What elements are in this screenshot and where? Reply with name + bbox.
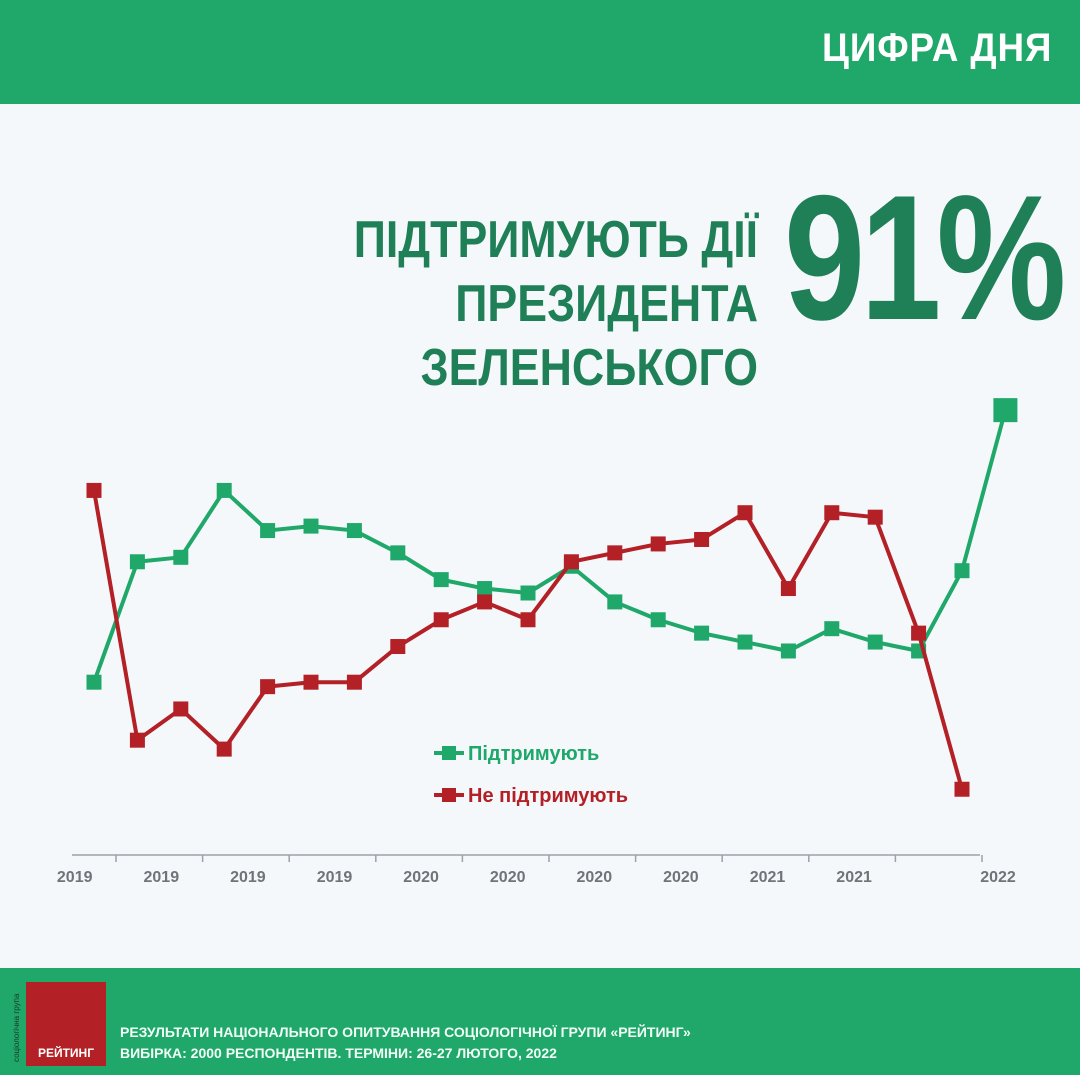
data-point [520,612,536,628]
data-point [260,679,276,695]
data-point [780,581,796,597]
data-point [650,536,666,552]
data-point [650,612,666,628]
data-point [346,523,362,539]
headline-line-2: ПРЕЗИДЕНТА ЗЕЛЕНСЬКОГО [420,275,758,397]
x-tick-label: 2020 [577,869,613,886]
data-point [216,741,232,757]
data-point [911,625,927,641]
footer-text: РЕЗУЛЬТАТИ НАЦІОНАЛЬНОГО ОПИТУВАННЯ СОЦІ… [120,1022,691,1064]
data-point [303,674,319,690]
data-point [173,549,189,565]
x-tick-label: 2019 [57,869,93,886]
data-point [477,594,493,610]
series-support [86,398,1018,690]
data-point [954,563,970,579]
data-point [867,634,883,650]
data-point [954,781,970,797]
legend-marker [442,746,456,760]
data-point [737,634,753,650]
data-point [563,554,579,570]
x-tick-label: 2021 [836,869,872,886]
footer-line-2: ВИБІРКА: 2000 РЕСПОНДЕНТІВ. ТЕРМІНИ: 26-… [120,1045,557,1061]
series-line [92,409,1008,683]
x-tick-label: 2021 [750,869,786,886]
data-point [737,505,753,521]
headline-figure: 91% [784,158,1066,357]
data-point [346,674,362,690]
legend-item-oppose: Не підтримують [434,785,628,807]
data-point [390,545,406,561]
x-tick-label: 2019 [230,869,266,886]
data-point [390,639,406,655]
line-chart: 2019 2019 2019 2019 2020 2020 2020 2020 2021 2021… [57,398,1018,886]
legend-marker [442,788,456,802]
legend-label: Підтримують [468,743,599,765]
data-point [433,612,449,628]
data-point [824,505,840,521]
x-tick-label: 2019 [317,869,353,886]
header-title: ЦИФРА ДНЯ [821,26,1052,70]
headline: ПІДТРИМУЮТЬ ДІЇ ПРЕЗИДЕНТА ЗЕЛЕНСЬКОГО [106,208,758,400]
x-tick-label: 2022 [980,869,1016,886]
data-point [477,581,493,597]
logo-text: РЕЙТИНГ [37,1046,95,1060]
data-point [86,482,102,498]
data-point [216,482,232,498]
data-point [993,398,1018,423]
series-oppose [86,482,970,797]
data-point [520,585,536,601]
data-point [607,545,623,561]
x-tick-label: 2020 [403,869,439,886]
data-point [260,523,276,539]
rating-logo: РЕЙТИНГ [26,982,106,1066]
data-point [607,594,623,610]
header-bar: ЦИФРА ДНЯ [0,0,1080,104]
data-point [129,554,145,570]
data-point [86,674,102,690]
data-point [433,572,449,588]
data-point [173,701,189,717]
x-tick-label: 2020 [663,869,699,886]
data-point [694,531,710,547]
data-point [867,509,883,525]
legend-item-support: Підтримують [434,743,599,765]
data-point [694,625,710,641]
x-tick-label: 2019 [144,869,180,886]
data-point [780,643,796,659]
footer-bar [0,968,1080,1075]
x-tick-label: 2020 [490,869,526,886]
logo-caption: соціологічна група [12,993,21,1062]
legend-label: Не підтримують [468,785,628,807]
data-point [824,621,840,637]
data-point [129,732,145,748]
footer-line-1: РЕЗУЛЬТАТИ НАЦІОНАЛЬНОГО ОПИТУВАННЯ СОЦІ… [120,1024,691,1040]
data-point [303,518,319,534]
headline-line-1: ПІДТРИМУЮТЬ ДІЇ [353,211,758,269]
